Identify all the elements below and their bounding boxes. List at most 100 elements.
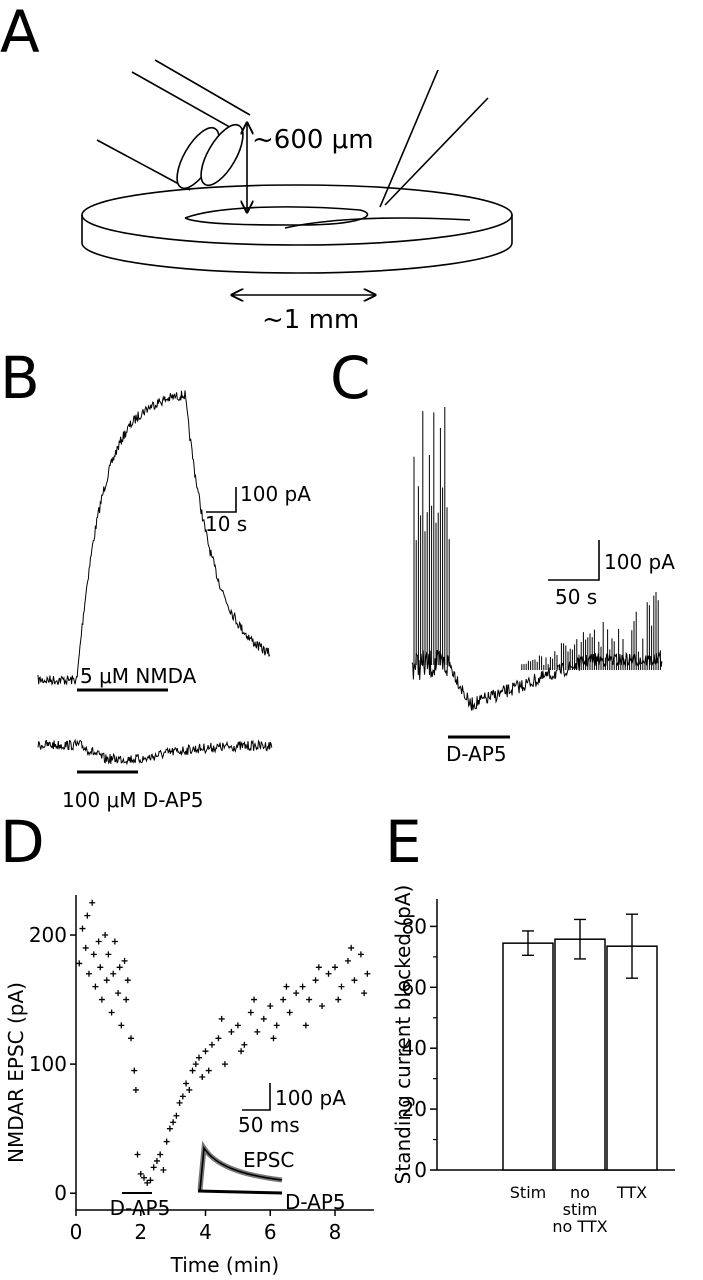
x-tick-label: no stim no TTX — [552, 1183, 608, 1236]
point — [128, 1035, 135, 1042]
scale-label: 10 s — [205, 512, 247, 536]
point — [348, 944, 355, 951]
y-axis-label: NMDAR EPSC (pA) — [4, 982, 28, 1163]
point — [221, 1061, 228, 1068]
point — [312, 977, 319, 984]
point — [90, 951, 97, 958]
point — [247, 1009, 254, 1016]
point — [173, 1112, 180, 1119]
point — [131, 1067, 138, 1074]
point — [134, 1151, 141, 1158]
point — [205, 1067, 212, 1074]
point — [157, 1151, 164, 1158]
y-tick-label: 40 — [402, 1036, 427, 1060]
point — [105, 951, 112, 958]
x-tick-label: 4 — [199, 1220, 212, 1244]
point — [335, 996, 342, 1003]
point — [260, 1015, 267, 1022]
point — [144, 1179, 151, 1186]
point — [92, 983, 99, 990]
point — [344, 957, 351, 964]
point — [123, 996, 130, 1003]
point — [153, 1157, 160, 1164]
point — [351, 977, 358, 984]
current-trace — [411, 649, 663, 711]
panel-label: E — [385, 808, 422, 876]
point — [302, 1022, 309, 1029]
trace-label: EPSC — [243, 1148, 294, 1172]
scale-bars — [77, 487, 600, 774]
point — [306, 996, 313, 1003]
point — [110, 970, 117, 977]
point — [82, 944, 89, 951]
y-tick-label: 100 — [29, 1052, 67, 1076]
point — [137, 1170, 144, 1177]
point — [192, 1061, 199, 1068]
point — [98, 996, 105, 1003]
point — [283, 983, 290, 990]
point — [170, 1119, 177, 1126]
point — [183, 1080, 190, 1087]
point — [150, 1164, 157, 1171]
y-tick-label: 60 — [402, 975, 427, 999]
point — [163, 1138, 170, 1145]
scale-label: 100 pA — [604, 550, 675, 574]
point — [176, 1099, 183, 1106]
scale-label: 100 pA — [275, 1086, 346, 1110]
y-tick-label: 80 — [402, 914, 427, 938]
point — [293, 990, 300, 997]
point — [199, 1074, 206, 1081]
point — [84, 912, 91, 919]
point — [79, 925, 86, 932]
point — [140, 1174, 147, 1181]
point — [273, 1022, 280, 1029]
point — [286, 1009, 293, 1016]
x-tick-label: 2 — [134, 1220, 147, 1244]
panel-label: A — [0, 0, 40, 66]
current-trace — [37, 390, 271, 686]
point — [364, 970, 371, 977]
point — [85, 970, 92, 977]
point — [97, 964, 104, 971]
height-label: ~600 μm — [252, 125, 374, 155]
point — [147, 1177, 154, 1184]
point — [241, 1041, 248, 1048]
traces — [37, 390, 663, 766]
drug-label: D-AP5 — [110, 1196, 171, 1220]
point — [118, 1022, 125, 1029]
point — [332, 964, 338, 971]
bar — [606, 945, 658, 1171]
bar — [502, 942, 554, 1171]
point — [270, 1035, 277, 1042]
point — [319, 1003, 326, 1010]
point — [238, 1048, 245, 1055]
point — [196, 1054, 203, 1061]
panel-label: D — [0, 808, 45, 876]
point — [202, 1048, 209, 1055]
point — [325, 970, 332, 977]
inset-traces — [122, 1083, 283, 1195]
point — [124, 977, 131, 984]
error-bar — [522, 930, 534, 957]
current-trace — [37, 738, 273, 766]
point — [121, 957, 128, 964]
point — [95, 938, 102, 945]
y-tick-label: 0 — [54, 1181, 67, 1205]
point — [228, 1028, 235, 1035]
drug-label: 5 μM NMDA — [80, 664, 197, 688]
y-tick-label: 0 — [414, 1158, 427, 1182]
trace-label: D-AP5 — [285, 1190, 346, 1214]
point — [208, 1041, 215, 1048]
drug-label: D-AP5 — [446, 742, 507, 766]
scale-label: 100 pA — [240, 482, 311, 506]
point — [102, 932, 109, 939]
y-tick-label: 200 — [29, 923, 67, 947]
x-tick-label: 6 — [264, 1220, 277, 1244]
scale-label: 50 s — [555, 585, 597, 609]
x-axis-label: Time (min) — [170, 1253, 280, 1277]
point — [315, 964, 322, 971]
error-bar — [626, 913, 638, 979]
panel-label: B — [0, 344, 40, 412]
